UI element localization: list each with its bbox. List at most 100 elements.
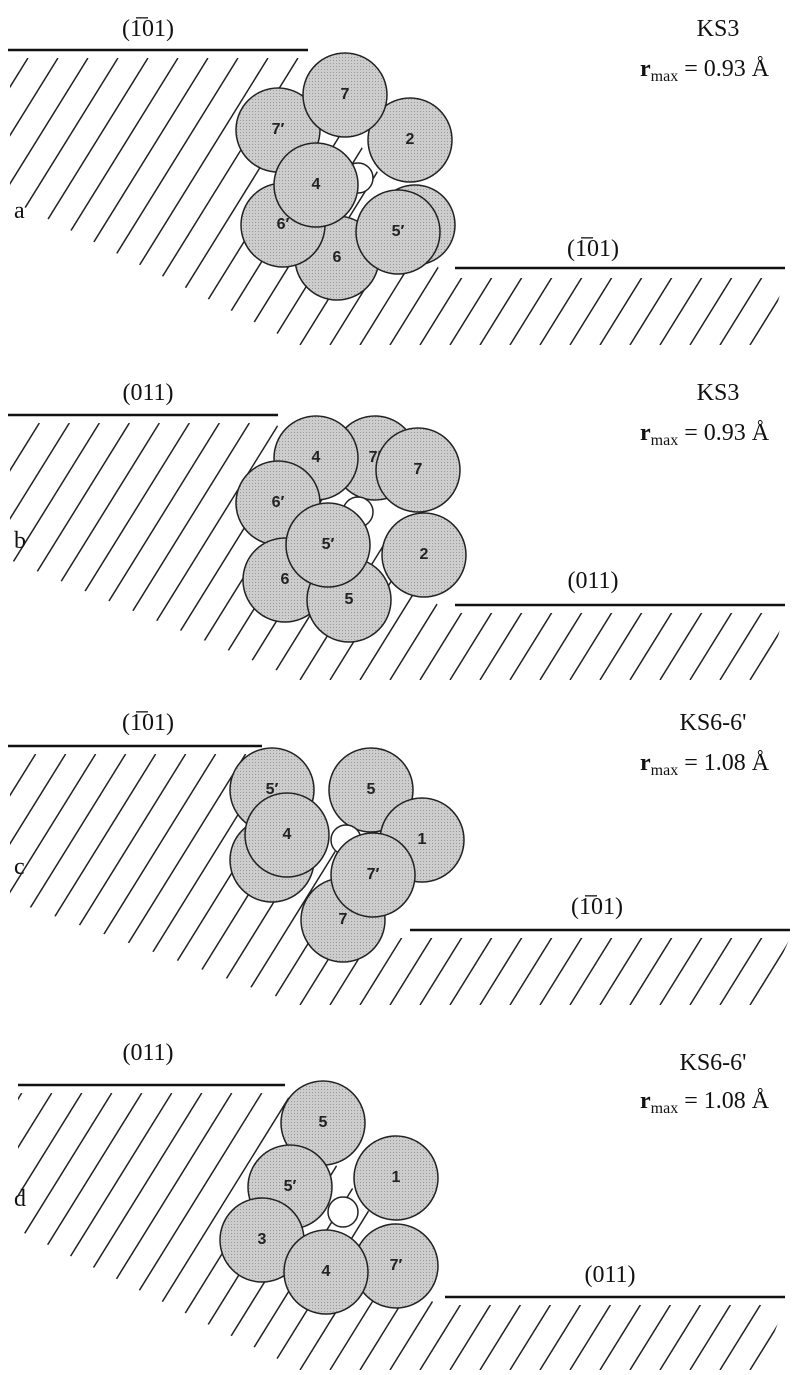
hatch-line [570, 754, 726, 1005]
hatch-line [600, 423, 759, 680]
atom-label: 5 [345, 591, 354, 608]
atom-label: 4 [283, 826, 292, 843]
hatch-line [90, 58, 268, 345]
panel-letter: b [14, 528, 26, 554]
hatch-line [660, 1093, 810, 1370]
hatch-line [0, 1093, 142, 1370]
hatch-line [660, 423, 810, 680]
r-symbol: r [640, 420, 651, 446]
hatch-line [510, 58, 688, 345]
r-max: rmax= 1.08 Å [640, 750, 770, 779]
hatch-line [540, 58, 718, 345]
hatch-line [660, 754, 810, 1005]
model-name: KS3 [697, 380, 740, 406]
r-max: rmax= 0.93 Å [640, 420, 770, 449]
hatch-line [0, 58, 178, 345]
r-symbol: r [640, 56, 651, 82]
hatch-line [450, 58, 628, 345]
r-symbol: r [640, 750, 651, 776]
model-name: KS6-6' [680, 1050, 747, 1076]
hatch-line [630, 754, 786, 1005]
panel-letter: a [14, 198, 25, 224]
hatch-line [570, 423, 729, 680]
r-subscript: max [651, 1100, 679, 1117]
atom-label: 5 [319, 1114, 328, 1131]
atom-label: 4 [312, 449, 321, 466]
panel: (011)(011)dKS6-6'rmax= 1.08 Å515′37′4 [0, 1040, 810, 1370]
atom-label: 1 [418, 831, 427, 848]
atom-label: 6′ [277, 216, 290, 233]
plane-label: (011) [122, 380, 173, 406]
r-symbol: r [640, 1088, 651, 1114]
hatch-line [510, 754, 666, 1005]
hatch-line [540, 423, 699, 680]
atom-label: 4 [312, 176, 321, 193]
hatch-line [720, 423, 810, 680]
atom-label: 7 [341, 86, 350, 103]
hatch-line [60, 58, 238, 345]
plane-label: (1̅01) [122, 710, 174, 736]
hatch-line [630, 423, 789, 680]
atom-label: 7′ [367, 866, 380, 883]
hatch-line [0, 1093, 22, 1370]
hatch-line [690, 1093, 810, 1370]
hatch-line [420, 754, 576, 1005]
hatch-line [30, 423, 189, 680]
hatch-line [690, 754, 810, 1005]
figure: (1̅01)(1̅01)aKS3rmax= 0.93 Å66′7′2745′(0… [0, 0, 810, 1375]
hatch-line [90, 423, 249, 680]
panel-letter: d [14, 1186, 26, 1212]
r-value: = 0.93 Å [684, 56, 770, 82]
model-name: KS3 [697, 16, 740, 42]
atom-label: 6 [281, 571, 290, 588]
hatch-line [660, 58, 810, 345]
hatch-line [780, 58, 810, 345]
plane-label: (011) [122, 1040, 173, 1066]
atom-label: 7′ [272, 121, 285, 138]
hatch-line [570, 58, 748, 345]
hatch-line [720, 754, 810, 1005]
atom-label: 7 [414, 461, 423, 478]
hatch-line [30, 58, 208, 345]
hatch-line [0, 754, 66, 1005]
hatch-line [690, 423, 810, 680]
hatch-line [0, 754, 6, 1005]
hatch-line [480, 754, 636, 1005]
panel-letter: c [14, 854, 25, 880]
atom-label: 7′ [390, 1257, 403, 1274]
hatch-line [780, 754, 810, 1005]
hatch-line [450, 754, 606, 1005]
hatch-line [600, 58, 778, 345]
atom-label: 7 [339, 911, 348, 928]
hatch-line [690, 58, 810, 345]
hatch-line [510, 423, 669, 680]
hatch-line [630, 58, 808, 345]
atom-label: 6 [333, 249, 342, 266]
hatch-line [720, 58, 810, 345]
hatch-line [600, 754, 756, 1005]
model-name: KS6-6' [680, 710, 747, 736]
plane-label: (011) [567, 568, 618, 594]
hatch-line [720, 1093, 810, 1370]
hatch-line [480, 58, 658, 345]
hatch-line [0, 423, 9, 680]
hatch-line [540, 754, 696, 1005]
hatch-line [30, 754, 186, 1005]
hatch-line [480, 423, 639, 680]
atom-label: 5′ [392, 223, 405, 240]
hatch-line [0, 423, 69, 680]
atom-label: 2 [406, 131, 415, 148]
plane-label: (1̅01) [571, 894, 623, 920]
atom-label: 5′ [322, 536, 335, 553]
hatch-line [750, 754, 810, 1005]
hatch-line [780, 423, 810, 680]
hatch-line [90, 754, 246, 1005]
hatch-line [750, 423, 810, 680]
r-max: rmax= 0.93 Å [640, 56, 770, 85]
hatch-line [60, 423, 219, 680]
plane-label: (1̅01) [122, 16, 174, 42]
hatch-line [750, 58, 810, 345]
